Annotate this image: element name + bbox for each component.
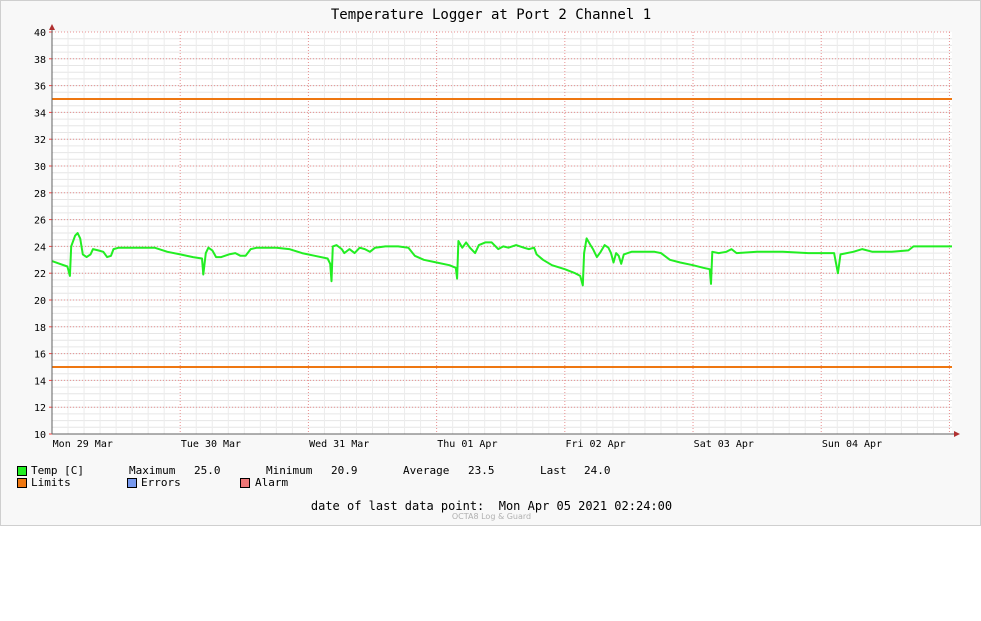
x-tick-label: Wed 31 Mar: [309, 439, 369, 450]
legend-swatch-limits: [17, 478, 27, 488]
y-tick-label: 28: [34, 189, 46, 200]
y-tick-label: 32: [34, 135, 46, 146]
x-tick-labels: Mon 29 Mar Tue 30 Mar Wed 31 Mar Thu 01 Apr…: [53, 439, 882, 450]
temperature-chart: Temperature Logger at Port 2 Channel 1 1…: [34, 7, 960, 450]
x-tick-label: Tue 30 Mar: [181, 439, 241, 450]
y-tick-label: 26: [34, 216, 46, 227]
series-line-temp: [51, 232, 952, 287]
stat-last-label: Last: [540, 464, 567, 477]
y-axis-arrow: [49, 24, 55, 30]
y-tick-label: 30: [34, 162, 46, 173]
y-tick-label: 10: [34, 430, 46, 441]
y-tick-label: 16: [34, 350, 46, 361]
y-tick-label: 24: [34, 242, 46, 253]
legend-row-temp: Temp [C] Maximum 25.0 Minimum 20.9 Avera…: [17, 464, 611, 477]
series-group: [51, 232, 952, 287]
legend-label-limits: Limits: [31, 476, 71, 489]
legend-label-alarm: Alarm: [255, 476, 289, 489]
chart-title: Temperature Logger at Port 2 Channel 1: [331, 7, 651, 23]
legend-row-status: Limits Errors Alarm: [17, 476, 288, 489]
y-tick-label: 34: [34, 108, 46, 119]
y-tick-label: 36: [34, 82, 46, 93]
grid: [52, 31, 952, 434]
stat-last-value: 24.0: [584, 464, 611, 477]
last-data-point: date of last data point: Mon Apr 05 2021…: [310, 499, 673, 513]
stat-min-value: 20.9: [331, 464, 358, 477]
stat-avg-value: 23.5: [468, 464, 495, 477]
legend-swatch-alarm: [240, 478, 250, 488]
limit-lines: [52, 98, 952, 368]
stat-avg-label: Average: [403, 464, 450, 477]
y-tick-label: 18: [34, 323, 46, 334]
legend-swatch-errors: [127, 478, 137, 488]
x-tick-label: Fri 02 Apr: [565, 439, 625, 450]
y-tick-label: 22: [34, 269, 46, 280]
chart-window: Temperature Logger at Port 2 Channel 1 1…: [0, 0, 981, 526]
legend-swatch-temp: [17, 466, 27, 476]
x-tick-label: Sat 03 Apr: [694, 439, 754, 450]
y-tick-label: 14: [34, 376, 46, 387]
x-axis-arrow: [954, 431, 960, 437]
stat-max-value: 25.0: [194, 464, 221, 477]
legend-label-errors: Errors: [141, 476, 181, 489]
stat-min-label: Minimum: [266, 464, 313, 477]
legend-label-temp: Temp [C]: [31, 464, 84, 477]
y-tick-label: 20: [34, 296, 46, 307]
y-tick-label: 40: [34, 28, 46, 39]
x-tick-label: Mon 29 Mar: [53, 439, 113, 450]
x-tick-label: Sun 04 Apr: [822, 439, 882, 450]
watermark: OCTA8 Log & Guard: [451, 512, 532, 521]
y-tick-label: 38: [34, 55, 46, 66]
x-tick-label: Thu 01 Apr: [437, 439, 497, 450]
axes: [49, 24, 960, 437]
stat-max-label: Maximum: [129, 464, 176, 477]
y-tick-label: 12: [34, 403, 46, 414]
y-tick-labels: 10 12 14 16 18 20 22 24 26 28 30 32 34 36 38 40: [34, 28, 46, 441]
